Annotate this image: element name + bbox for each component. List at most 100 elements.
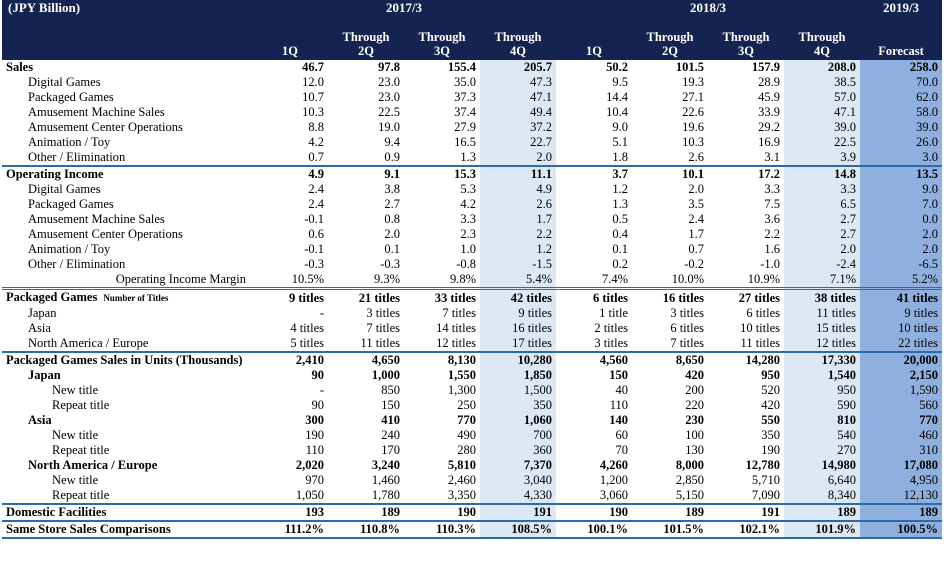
value-cell: 101.5: [675, 60, 704, 74]
row-label-text: Packaged Games: [28, 90, 114, 104]
value-cell: 205.7: [480, 60, 556, 75]
value-cell: 22.7: [480, 135, 556, 150]
value-cell: 47.1: [784, 105, 860, 120]
table-row: Packaged Games Sales in Units (Thousands…: [2, 351, 942, 368]
value-cell: 4,650: [328, 351, 404, 368]
value-cell: 189: [632, 503, 708, 521]
value-cell: 35.0: [454, 75, 476, 89]
value-cell: 7 titles: [442, 306, 476, 320]
value-cell: 4,560: [556, 351, 632, 368]
value-cell: 3,040: [480, 473, 556, 488]
value-cell: 58.0: [860, 105, 942, 120]
value-cell: 2.0: [384, 227, 400, 241]
table-row: Repeat title 110 170 280 360 70 130 190 270 310: [2, 443, 942, 458]
value-cell: 3.0: [860, 150, 942, 166]
value-cell: 11.1: [480, 165, 556, 182]
value-cell: 60: [615, 428, 629, 442]
value-cell: 70: [615, 443, 629, 457]
value-cell: 47.3: [480, 75, 556, 90]
row-label: Japan: [2, 368, 252, 383]
row-label: New title: [2, 383, 252, 398]
value-cell: 11 titles: [360, 336, 400, 350]
value-cell: 0.2: [612, 257, 628, 271]
value-cell: 5.3: [460, 182, 476, 196]
column-header: Through 3Q: [404, 16, 480, 60]
value-cell: 9.1: [328, 165, 404, 182]
table-row: Other / Elimination 0.7 0.9 1.3 2.0 1.8 2.6 3.1…: [2, 150, 942, 166]
row-label-text: New title: [52, 473, 99, 487]
value-cell: 100.5%: [860, 520, 942, 539]
value-cell: 70.0: [860, 75, 942, 90]
value-cell: 1,460: [371, 473, 400, 487]
value-cell: 4.2: [460, 197, 476, 211]
value-cell: 10.3: [302, 105, 324, 119]
row-label-text: North America / Europe: [28, 336, 149, 350]
value-cell: 5.4%: [480, 272, 556, 289]
value-cell: 10,280: [480, 351, 556, 368]
value-cell: 850: [381, 383, 400, 397]
value-cell: 9.4: [384, 135, 400, 149]
table-row: Packaged Games 10.7 23.0 37.3 47.1 14.4 27.1 45…: [2, 90, 942, 105]
value-cell: 157.9: [751, 60, 780, 74]
value-cell: 9.3%: [373, 272, 400, 286]
value-cell: 2.4: [308, 182, 324, 196]
table-row: New title 190 240 490 700 60 100 350 540 460: [2, 428, 942, 443]
value-cell: 6.5: [784, 197, 860, 212]
value-cell: 1.2: [480, 242, 556, 257]
table-row: Amusement Center Operations 8.8 19.0 27.9 37…: [2, 120, 942, 135]
value-cell: 39.0: [860, 120, 942, 135]
row-label-text: Operating Income: [6, 167, 104, 181]
row-label-text: Amusement Center Operations: [28, 227, 183, 241]
value-cell: 9.0: [860, 182, 942, 197]
value-cell: 190: [556, 503, 632, 521]
value-cell: 2,020: [295, 458, 324, 472]
row-label: Amusement Center Operations: [2, 227, 252, 242]
value-cell: 17,080: [860, 458, 942, 473]
value-cell: 2.0: [860, 227, 942, 242]
value-cell: 14,980: [784, 458, 860, 473]
value-cell: 1.6: [764, 242, 780, 256]
value-cell: 16 titles: [632, 287, 708, 306]
value-cell: 191: [708, 503, 784, 521]
value-cell: 11 titles: [784, 306, 860, 321]
value-cell: 10 titles: [860, 321, 942, 336]
value-cell: -0.8: [456, 257, 476, 271]
table-row: Amusement Machine Sales 10.3 22.5 37.4 49.4 1…: [2, 105, 942, 120]
year-header: 2019/3: [860, 0, 942, 16]
row-label-text: Amusement Center Operations: [28, 120, 183, 134]
row-label-text: New title: [52, 428, 99, 442]
value-cell: 810: [784, 413, 860, 428]
financial-table: (JPY Billion) 2017/3 2018/3 2019/3 1Q Thr…: [2, 0, 942, 539]
value-cell: 420: [685, 368, 704, 382]
value-cell: 9.8%: [449, 272, 476, 286]
value-cell: 2.0: [784, 242, 860, 257]
value-cell: 26.0: [860, 135, 942, 150]
value-cell: 3 titles: [670, 306, 704, 320]
column-header: Through 3Q: [708, 16, 784, 60]
value-cell: 200: [685, 383, 704, 397]
value-cell: 4.2: [308, 135, 324, 149]
value-cell: 21 titles: [328, 287, 404, 306]
value-cell: 4,260: [599, 458, 628, 472]
value-cell: 8,000: [675, 458, 704, 472]
table-row: Japan 90 1,000 1,550 1,850 150 420 950 1,540 2,15…: [2, 368, 942, 383]
row-label-text: Animation / Toy: [28, 242, 111, 256]
value-cell: 970: [305, 473, 324, 487]
value-cell: 20,000: [860, 351, 942, 368]
value-cell: 62.0: [860, 90, 942, 105]
table-row: Animation / Toy -0.1 0.1 1.0 1.2 0.1 0.7 1.6 2.0…: [2, 242, 942, 257]
year-header: 2018/3: [556, 0, 860, 16]
row-label: Repeat title: [2, 398, 252, 413]
value-cell: 101.9%: [784, 520, 860, 539]
value-cell: 2.3: [460, 227, 476, 241]
value-cell: 97.8: [378, 60, 400, 74]
value-cell: 770: [457, 413, 476, 427]
row-label-text: New title: [52, 383, 99, 397]
value-cell: -6.5: [860, 257, 942, 272]
value-cell: 310: [860, 443, 942, 458]
value-cell: 1.0: [460, 242, 476, 256]
value-cell: 100.1%: [556, 520, 632, 539]
row-label-text: Asia: [28, 321, 51, 335]
value-cell: 50.2: [606, 60, 628, 74]
value-cell: 17.2: [708, 165, 784, 182]
